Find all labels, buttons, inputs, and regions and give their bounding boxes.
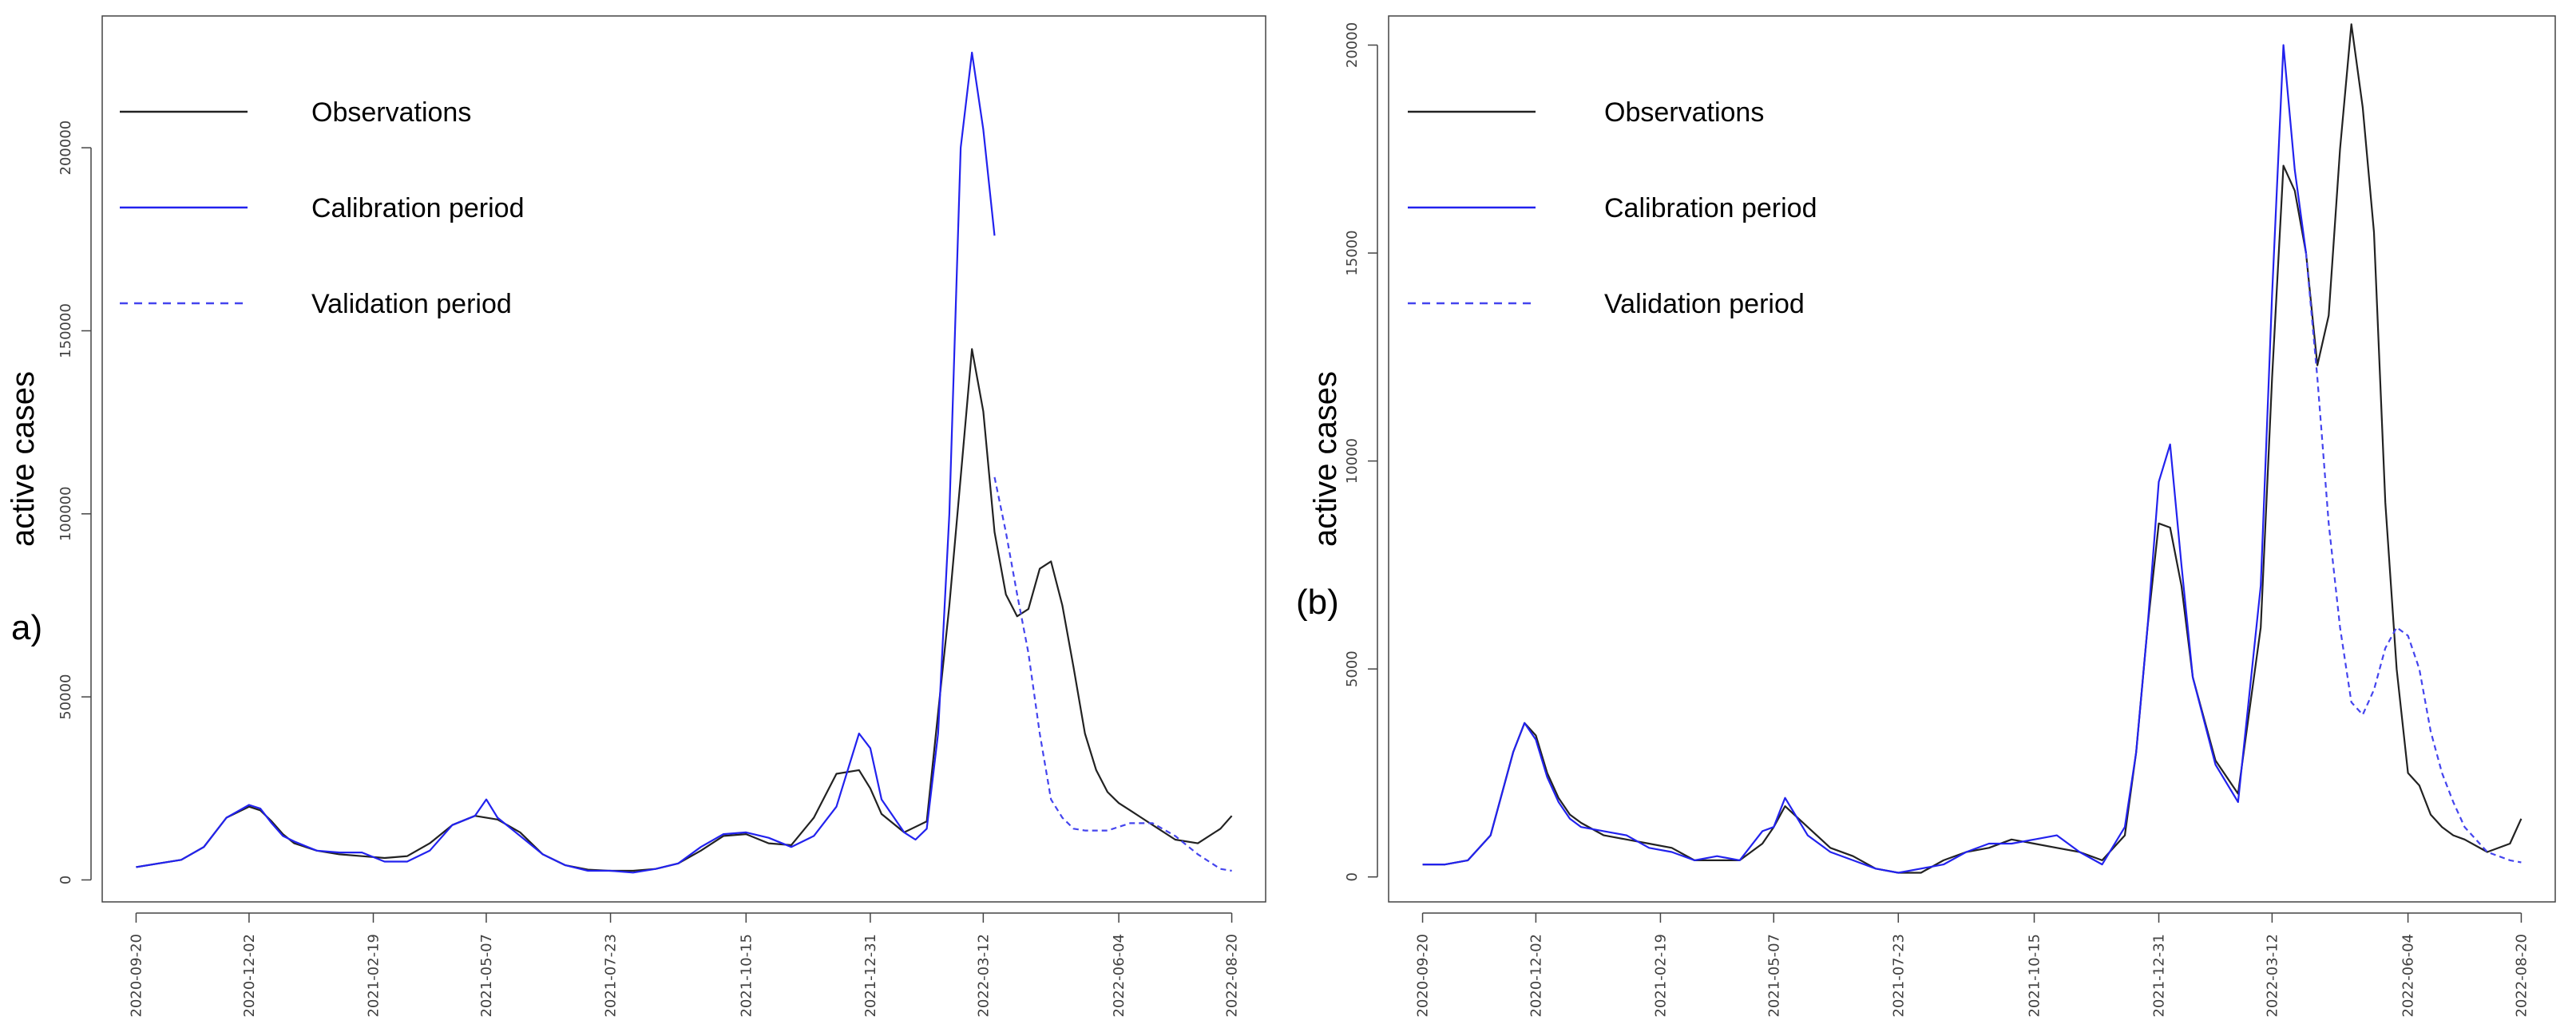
x-tick-label: 2021-10-15 [2027, 934, 2043, 1018]
y-tick-label: 20000 [1344, 22, 1361, 68]
panel-label-b: (b) [1296, 583, 1339, 622]
series-line-observations [1422, 23, 2522, 874]
chart-a-svg: 0 50000 100000 150000 200000 active cases 2020… [6, 15, 1266, 1018]
chart-b-svg: 0 5000 10000 15000 20000 active cases 2020-09-… [1308, 15, 2556, 1018]
x-tick-label: 2020-09-20 [1415, 934, 1432, 1018]
x-tick-label: 2021-05-07 [1766, 934, 1782, 1018]
x-tick-label: 2021-07-23 [603, 934, 620, 1018]
x-tick-label: 2022-06-04 [2400, 934, 2417, 1018]
x-tick-label: 2022-08-20 [1224, 934, 1241, 1018]
x-tick-label: 2021-07-23 [1890, 934, 1907, 1018]
x-tick-label: 2021-12-31 [2151, 934, 2168, 1018]
legend-label: Calibration period [311, 193, 525, 223]
x-tick-label: 2020-12-02 [1528, 934, 1544, 1018]
y-tick-label: 10000 [1344, 438, 1361, 484]
plot-frame [101, 15, 1266, 903]
legend-label: Validation period [1604, 289, 1805, 319]
y-axis-label: active cases [6, 371, 41, 547]
legend-label: Calibration period [1604, 193, 1817, 223]
series-line-calibration-period [1422, 44, 2307, 874]
x-tick-label: 2021-12-31 [862, 934, 879, 1018]
series-line-observations [136, 348, 1233, 872]
x-tick-label: 2021-02-19 [365, 934, 382, 1018]
y-tick-label: 100000 [57, 486, 74, 541]
series-line-validation-period [993, 476, 1232, 872]
x-tick-label: 2020-09-20 [128, 934, 145, 1018]
x-tick-label: 2021-05-07 [478, 934, 495, 1018]
x-tick-label: 2022-03-12 [975, 934, 992, 1018]
x-tick-label: 2022-06-04 [1111, 934, 1127, 1018]
plot-frame [1388, 15, 2556, 903]
y-tick-label: 0 [1344, 872, 1361, 881]
series-line-calibration-period [136, 51, 996, 874]
y-tick-label: 5000 [1344, 650, 1361, 687]
y-tick-label: 15000 [1344, 230, 1361, 275]
legend-label: Observations [1604, 97, 1764, 128]
legend-label: Observations [311, 97, 471, 128]
x-tick-label: 2022-08-20 [2513, 934, 2530, 1018]
chart-panel-b: 0 5000 10000 15000 20000 active cases 2020-09-… [1288, 0, 2576, 1024]
series-line-validation-period [2305, 252, 2522, 864]
y-tick-label: 50000 [57, 674, 74, 720]
x-tick-label: 2020-12-02 [241, 934, 258, 1018]
y-axis-label: active cases [1308, 371, 1343, 547]
x-tick-label: 2021-10-15 [738, 934, 755, 1018]
chart-panel-a: 0 50000 100000 150000 200000 active cases 2020… [6, 15, 1266, 1018]
legend-label: Validation period [311, 289, 512, 319]
y-tick-label: 150000 [57, 303, 74, 358]
x-tick-label: 2021-02-19 [1652, 934, 1669, 1018]
y-tick-label: 0 [57, 876, 74, 884]
y-tick-label: 200000 [57, 121, 74, 176]
x-tick-label: 2022-03-12 [2264, 934, 2281, 1018]
panel-label-a: a) [11, 608, 43, 647]
